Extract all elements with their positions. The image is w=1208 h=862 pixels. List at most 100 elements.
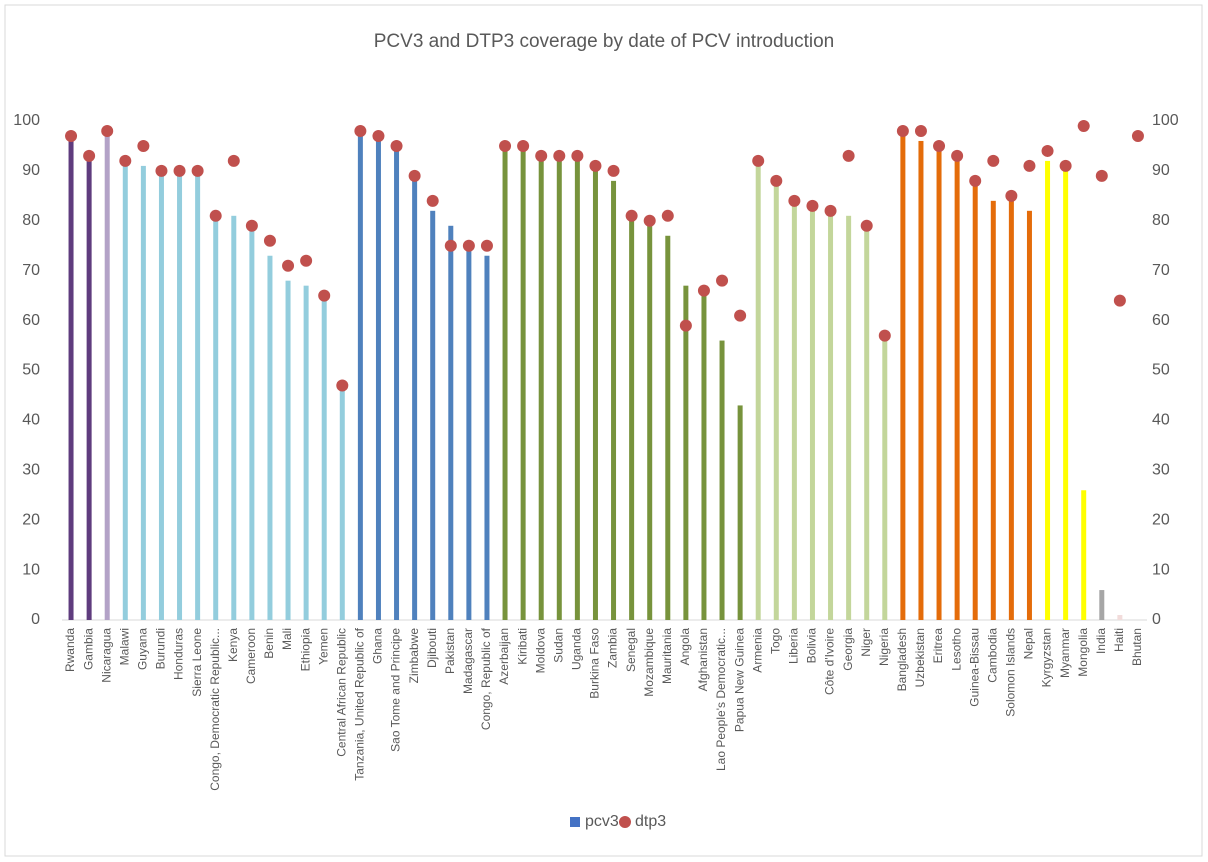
x-tick-label: Nigeria [877, 628, 891, 666]
x-tick-label: Armenia [750, 628, 764, 673]
y-tick-label: 60 [22, 312, 40, 329]
bar [520, 150, 526, 620]
x-tick-label: Liberia [787, 628, 801, 664]
x-tick-label: Honduras [172, 628, 186, 680]
dot [1113, 294, 1126, 307]
bar [755, 165, 761, 620]
dot [462, 239, 475, 252]
x-tick-label: Central African Republic [334, 628, 348, 757]
bar [448, 225, 454, 621]
dot [263, 234, 276, 247]
bar [1117, 615, 1123, 620]
x-tick-label: Solomon Islands [1004, 628, 1018, 717]
dot [625, 209, 638, 222]
x-tick-label: Haiti [1112, 628, 1126, 652]
dot [1041, 144, 1054, 157]
dot [83, 149, 96, 162]
bar [809, 210, 815, 620]
bar [213, 220, 219, 621]
dot [426, 194, 439, 207]
bar [1008, 200, 1014, 620]
bar [68, 140, 74, 620]
x-tick-label: Uganda [570, 628, 584, 670]
y-tick-label: 90 [22, 162, 40, 179]
y-tick-label: 40 [22, 412, 40, 429]
x-tick-label: Bhutan [1130, 628, 1144, 666]
x-tick-label: Rwanda [63, 628, 77, 672]
x-tick-label: Bolivia [805, 628, 819, 664]
bar [158, 170, 164, 620]
dot [354, 124, 367, 137]
bar [882, 340, 888, 620]
x-tick-label: Pakistan [443, 628, 457, 674]
dot [860, 219, 873, 232]
x-tick-label: Zimbabwe [407, 628, 421, 684]
dot [318, 289, 331, 302]
x-tick-label: Togo [768, 628, 782, 654]
y-tick-label: 80 [22, 212, 40, 229]
x-tick-label: Tanzania, United Republic of [353, 627, 367, 780]
dot [1005, 189, 1018, 202]
bar [195, 175, 201, 620]
y-tick-label: 70 [22, 262, 40, 279]
x-tick-label: Djibouti [425, 628, 439, 668]
x-tick-label: Georgia [841, 628, 855, 671]
dot [1095, 169, 1108, 182]
x-tick-label: Sudan [551, 628, 565, 663]
dot [173, 164, 186, 177]
dot [1059, 159, 1072, 172]
x-tick-label: Burkina Faso [588, 628, 602, 699]
bar [122, 165, 128, 620]
bar [285, 280, 291, 620]
x-tick-label: Nepal [1022, 628, 1036, 659]
dot [300, 254, 313, 267]
dot [969, 174, 982, 187]
dot [245, 219, 258, 232]
dot [914, 124, 927, 137]
bar [140, 165, 146, 620]
dot [878, 329, 891, 342]
dot [1023, 159, 1036, 172]
x-tick-label: Kiribati [515, 628, 529, 665]
x-tick-label: Cambodia [985, 628, 999, 683]
x-tick-label: Cameroon [244, 628, 258, 684]
x-tick-label: Senegal [624, 628, 638, 672]
x-tick-label: Azerbaijan [497, 628, 511, 685]
bar [647, 225, 653, 621]
x-tick-label: Moldova [533, 628, 547, 674]
bar [412, 180, 418, 620]
x-tick-label: Afghanistan [696, 628, 710, 691]
x-tick-label: Angola [678, 628, 692, 666]
y2-tick-label: 70 [1152, 262, 1170, 279]
x-tick-label: Nicaragua [99, 628, 113, 683]
bar [791, 205, 797, 620]
dot [390, 139, 403, 152]
x-tick-label: Congo, Republic of [479, 627, 493, 730]
y-tick-label: 0 [31, 611, 40, 628]
legend-swatch [619, 816, 631, 828]
y2-tick-label: 90 [1152, 162, 1170, 179]
y2-tick-label: 20 [1152, 511, 1170, 528]
legend-label: pcv3 [585, 813, 619, 830]
dot [661, 209, 674, 222]
dot [408, 169, 421, 182]
dot [571, 149, 584, 162]
dot [137, 139, 150, 152]
bar [231, 215, 237, 620]
y2-tick-label: 80 [1152, 212, 1170, 229]
dot [716, 274, 729, 287]
bar [846, 215, 852, 620]
bar [574, 160, 580, 621]
dot [1131, 129, 1144, 142]
y-tick-label: 20 [22, 511, 40, 528]
bar [466, 250, 472, 621]
dot [517, 139, 530, 152]
dot [933, 139, 946, 152]
x-tick-label: Uzbekistan [913, 628, 927, 687]
dot [770, 174, 783, 187]
x-tick-label: Mozambique [642, 628, 656, 697]
x-tick-label: Ethiopia [298, 628, 312, 672]
x-tick-label: Kenya [226, 628, 240, 662]
dot [842, 149, 855, 162]
